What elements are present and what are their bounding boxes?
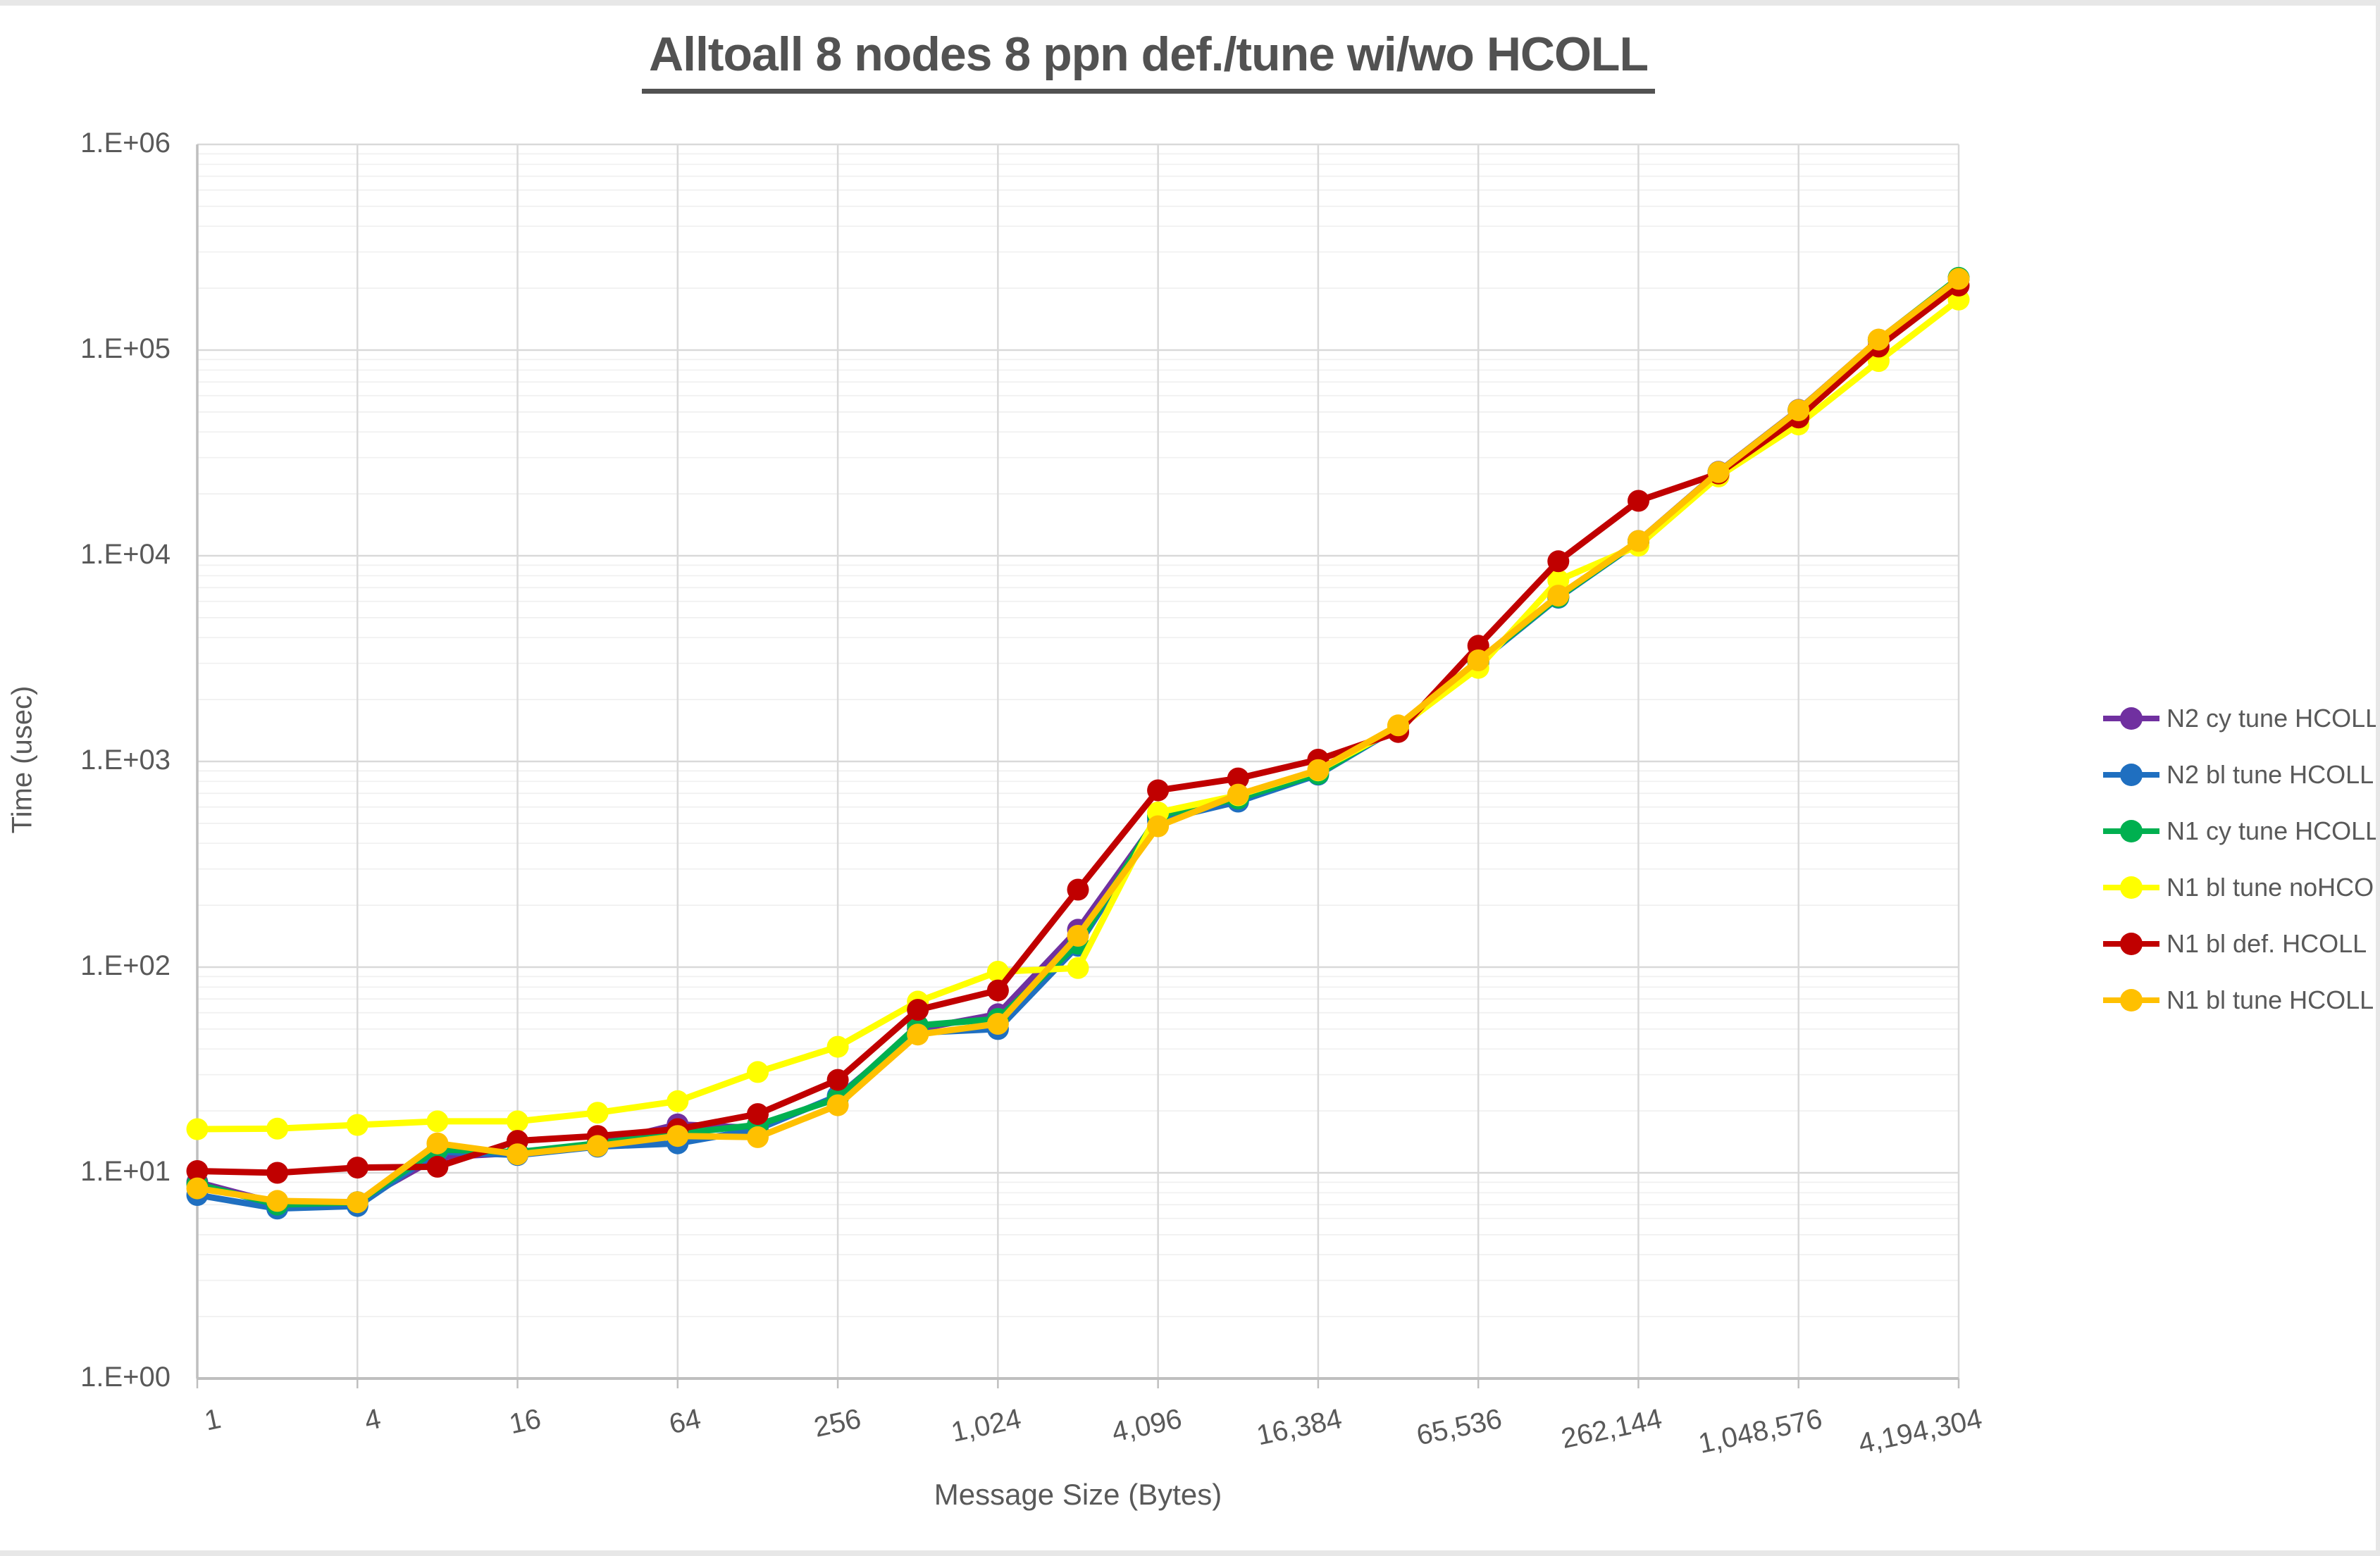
series-marker-n1-bl-tune-hcoll	[826, 1094, 849, 1116]
window-edge-right	[2376, 0, 2380, 1556]
legend-marker-icon	[2103, 707, 2159, 730]
chart-title: Alltoall 8 nodes 8 ppn def./tune wi/wo H…	[641, 27, 1656, 94]
legend: N2 cy tune HCOLL N2 bl tune HCOLL N1 cy tu…	[2103, 690, 2380, 1028]
x-axis-title: Message Size (Bytes)	[934, 1478, 1222, 1511]
series-marker-n1-bl-def-hcoll	[1067, 878, 1089, 901]
series-marker-n1-bl-tune-nohcoll	[1547, 569, 1570, 592]
series-marker-n1-bl-tune-nohcoll	[507, 1110, 528, 1133]
series-marker-n1-bl-tune-hcoll	[1147, 815, 1170, 838]
legend-label: N1 cy tune HCOLL	[2167, 816, 2380, 845]
series-line-n1-bl-tune-nohcoll	[194, 296, 1962, 1133]
series-marker-n1-bl-tune-nohcoll	[826, 1035, 849, 1058]
y-tick-label: 1.E+01	[80, 1156, 171, 1187]
legend-label: N2 cy tune HCOLL	[2167, 704, 2380, 733]
series-marker-n1-bl-tune-hcoll	[667, 1125, 689, 1147]
series-marker-n1-bl-def-hcoll	[1547, 550, 1570, 573]
y-tick-label: 1.E+06	[80, 127, 171, 158]
series-marker-n1-bl-tune-hcoll	[1787, 399, 1810, 421]
series-marker-n1-bl-tune-nohcoll	[1067, 957, 1089, 979]
legend-item-n1-cy-tune-hcoll: N1 cy tune HCOLL	[2103, 803, 2380, 859]
y-tick-label: 1.E+00	[80, 1362, 171, 1393]
series-line-n1-bl-tune-hcoll	[194, 275, 1962, 1206]
series-marker-n1-bl-def-hcoll	[907, 999, 929, 1021]
legend-label: N1 bl def. HCOLL	[2167, 929, 2367, 958]
y-tick-label: 1.E+04	[80, 539, 171, 570]
legend-label: N1 bl tune noHCOLL	[2167, 873, 2380, 902]
series-marker-n1-bl-def-hcoll	[1147, 779, 1170, 802]
x-tick-label: 64	[667, 1403, 704, 1440]
legend-item-n2-bl-tune-hcoll: N2 bl tune HCOLL	[2103, 747, 2380, 803]
series-marker-n1-bl-def-hcoll	[826, 1069, 849, 1091]
legend-marker-icon	[2103, 764, 2159, 786]
series-marker-n1-bl-def-hcoll	[266, 1162, 289, 1184]
series-marker-n1-bl-tune-nohcoll	[586, 1102, 609, 1124]
series-marker-n1-bl-tune-nohcoll	[346, 1114, 368, 1136]
series-marker-n1-bl-tune-hcoll	[186, 1177, 209, 1200]
legend-item-n1-bl-tune-hcoll: N1 bl tune HCOLL	[2103, 972, 2380, 1028]
series-marker-n1-bl-tune-nohcoll	[266, 1117, 289, 1140]
series-line-n1-bl-def-hcoll	[194, 282, 1962, 1176]
legend-marker-icon	[2103, 820, 2159, 842]
y-tick-label: 1.E+05	[80, 333, 171, 364]
series-line-n2-bl-tune-hcoll	[194, 275, 1962, 1212]
y-tick-label: 1.E+03	[80, 745, 171, 776]
series-marker-n1-bl-tune-hcoll	[1628, 530, 1649, 552]
series-marker-n1-bl-tune-hcoll	[1067, 925, 1089, 947]
series-marker-n1-bl-def-hcoll	[1628, 490, 1649, 512]
legend-label: N1 bl tune HCOLL	[2167, 985, 2374, 1014]
series-marker-n1-bl-tune-hcoll	[1867, 328, 1890, 351]
series-marker-n1-bl-tune-hcoll	[1707, 461, 1730, 483]
series-marker-n1-bl-tune-hcoll	[507, 1143, 528, 1166]
series-marker-n1-bl-tune-hcoll	[1387, 714, 1409, 737]
legend-marker-icon	[2103, 933, 2159, 955]
series-marker-n1-bl-tune-hcoll	[1547, 585, 1570, 607]
series-marker-n1-bl-def-hcoll	[426, 1155, 449, 1178]
series-marker-n1-bl-def-hcoll	[747, 1103, 769, 1126]
series-marker-n1-bl-def-hcoll	[1227, 767, 1249, 790]
series-marker-n1-bl-tune-hcoll	[586, 1135, 609, 1157]
legend-item-n1-bl-tune-nohcoll: N1 bl tune noHCOLL	[2103, 859, 2380, 916]
window-edge-bottom	[0, 1550, 2380, 1556]
series-marker-n1-bl-tune-hcoll	[426, 1132, 449, 1154]
series-marker-n1-bl-tune-hcoll	[1307, 759, 1330, 781]
legend-marker-icon	[2103, 876, 2159, 899]
window-edge-top	[0, 0, 2380, 6]
series-marker-n1-bl-tune-hcoll	[907, 1023, 929, 1046]
legend-label: N2 bl tune HCOLL	[2167, 760, 2374, 789]
series-marker-n1-bl-tune-hcoll	[986, 1013, 1009, 1035]
series-marker-n1-bl-tune-hcoll	[1227, 783, 1249, 806]
legend-item-n1-bl-def-hcoll: N1 bl def. HCOLL	[2103, 916, 2380, 972]
series-marker-n1-bl-def-hcoll	[346, 1157, 368, 1179]
series-line-n1-cy-tune-hcoll	[194, 274, 1962, 1208]
series-marker-n1-bl-tune-nohcoll	[667, 1090, 689, 1112]
series-marker-n1-bl-tune-nohcoll	[747, 1061, 769, 1083]
series-marker-n1-bl-def-hcoll	[186, 1160, 209, 1182]
x-tick-label: 16	[507, 1403, 544, 1440]
series-marker-n1-bl-tune-nohcoll	[186, 1118, 209, 1140]
legend-item-n2-cy-tune-hcoll: N2 cy tune HCOLL	[2103, 690, 2380, 747]
series-marker-n1-bl-tune-hcoll	[1467, 649, 1489, 671]
series-marker-n1-bl-def-hcoll	[986, 979, 1009, 1002]
series-line-n2-cy-tune-hcoll	[194, 275, 1962, 1207]
series-marker-n1-bl-tune-nohcoll	[986, 961, 1009, 983]
series-marker-n1-bl-tune-hcoll	[747, 1126, 769, 1148]
title-wrap: Alltoall 8 nodes 8 ppn def./tune wi/wo H…	[0, 27, 2297, 94]
series-marker-n1-bl-tune-nohcoll	[426, 1110, 449, 1133]
series-marker-n1-bl-tune-hcoll	[1947, 268, 1970, 290]
y-tick-label: 1.E+02	[80, 950, 171, 981]
series-marker-n1-bl-tune-hcoll	[266, 1190, 289, 1212]
series-marker-n1-bl-tune-hcoll	[346, 1191, 368, 1214]
legend-marker-icon	[2103, 989, 2159, 1012]
